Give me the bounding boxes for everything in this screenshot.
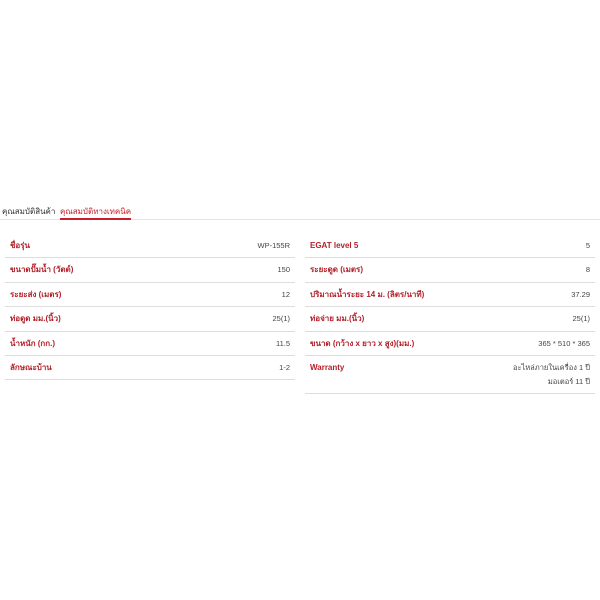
spec-column-right: EGAT level 5 5 ระยะดูด (เมตร) 8 ปริมาณน้ำร… (305, 234, 595, 394)
tab-bar: คุณสมบัติสินค้า คุณสมบัติทางเทคนิค (0, 206, 600, 220)
spec-value: 365 * 510 * 365 (538, 338, 590, 348)
spec-column-left: ชื่อรุ่น WP-155R ขนาดปั๊มน้ำ (วัตต์) 150 ร… (5, 234, 295, 381)
spec-value: 11.5 (275, 338, 290, 348)
spec-label: ชื่อรุ่น (10, 241, 30, 250)
spec-row-suction-pipe: ท่อดูด มม.(นิ้ว) 25(1) (5, 307, 295, 332)
spec-row-flow: ปริมาณน้ำระยะ 14 ม. (ลิตร/นาที) 37.29 (305, 283, 595, 308)
spec-label: ท่อจ่าย มม.(นิ้ว) (310, 314, 365, 324)
spec-label: น้ำหนัก (กก.) (10, 338, 56, 348)
spec-row-power: ขนาดปั๊มน้ำ (วัตต์) 150 (5, 258, 295, 283)
spec-row-weight: น้ำหนัก (กก.) 11.5 (5, 332, 295, 356)
spec-label: EGAT level 5 (310, 241, 359, 250)
tab-technical-specs[interactable]: คุณสมบัติทางเทคนิค (60, 206, 132, 220)
spec-value: 150 (277, 265, 290, 275)
spec-row-dimensions: ขนาด (กว้าง x ยาว x สูง)(มม.) 365 * 510 *… (305, 332, 595, 356)
spec-value: 25(1) (272, 314, 290, 324)
spec-value: 25(1) (572, 314, 590, 324)
spec-value: WP-155R (257, 241, 290, 250)
spec-label: ปริมาณน้ำระยะ 14 ม. (ลิตร/นาที) (310, 289, 425, 299)
spec-value: อะไหล่ภายในเครื่อง 1 ปีมอเตอร์ 11 ปี (513, 362, 590, 390)
spec-label: ขนาด (กว้าง x ยาว x สูง)(มม.) (310, 338, 415, 348)
spec-row-warranty: Warranty อะไหล่ภายในเครื่อง 1 ปีมอเตอร์ 1… (305, 356, 595, 394)
spec-value: 37.29 (571, 289, 590, 299)
warranty-parts: อะไหล่ภายในเครื่อง 1 ปี (512, 362, 590, 372)
spec-label: ท่อดูด มม.(นิ้ว) (10, 314, 61, 324)
spec-row-house-type: ลักษณะบ้าน 1-2 (5, 356, 295, 381)
spec-row-model: ชื่อรุ่น WP-155R (5, 234, 295, 259)
spec-label: ลักษณะบ้าน (10, 362, 52, 372)
spec-value: 12 (281, 289, 290, 299)
spec-label: ระยะส่ง (เมตร) (10, 289, 62, 299)
spec-row-discharge-pipe: ท่อจ่าย มม.(นิ้ว) 25(1) (305, 307, 595, 332)
spec-value: 8 (585, 265, 590, 275)
spec-row-head: ระยะส่ง (เมตร) 12 (5, 283, 295, 308)
spec-value: 1-2 (279, 362, 290, 372)
spec-label: ระยะดูด (เมตร) (310, 265, 364, 275)
spec-row-egat: EGAT level 5 5 (305, 234, 595, 259)
warranty-motor: มอเตอร์ 11 ปี (547, 376, 590, 386)
spec-label: Warranty (310, 362, 345, 372)
tab-product-features[interactable]: คุณสมบัติสินค้า (2, 207, 56, 216)
spec-label: ขนาดปั๊มน้ำ (วัตต์) (10, 265, 74, 275)
spec-value: 5 (585, 241, 590, 250)
spec-row-suction-depth: ระยะดูด (เมตร) 8 (305, 258, 595, 283)
